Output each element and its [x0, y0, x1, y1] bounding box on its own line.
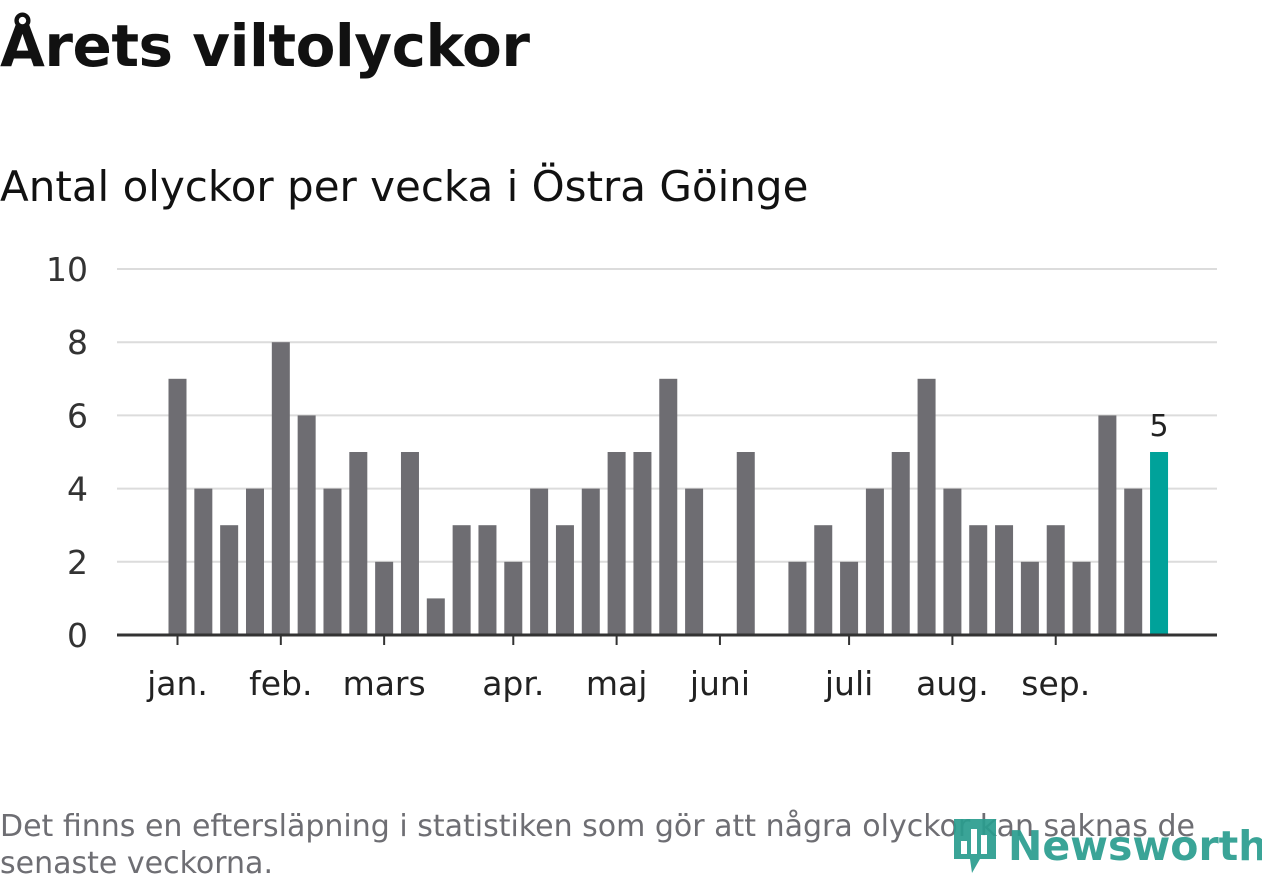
bar	[220, 525, 239, 635]
bar	[891, 452, 910, 635]
y-tick-label: 8	[67, 323, 88, 362]
bar	[736, 452, 755, 635]
chart-title: Årets viltolyckor	[0, 12, 530, 80]
bar	[788, 561, 807, 635]
y-tick-label: 4	[67, 470, 88, 509]
bar	[995, 525, 1014, 635]
bar	[1020, 561, 1039, 635]
bar	[1046, 525, 1065, 635]
highlight-bar	[1150, 452, 1169, 635]
bar	[478, 525, 497, 635]
bar	[865, 488, 884, 635]
bar	[917, 378, 936, 635]
bar	[633, 452, 652, 635]
bar	[194, 488, 213, 635]
bar	[530, 488, 549, 635]
bar	[607, 452, 626, 635]
x-tick-label: aug.	[916, 664, 989, 703]
x-tick-label: sep.	[1021, 664, 1090, 703]
y-tick-label: 0	[67, 616, 88, 655]
x-tick-label: juli	[824, 664, 873, 703]
data-label: 5	[1149, 409, 1168, 444]
bar	[349, 452, 368, 635]
bar	[814, 525, 833, 635]
bar	[323, 488, 342, 635]
x-tick-label: mars	[343, 664, 426, 703]
bar	[271, 342, 290, 635]
bar	[1098, 415, 1117, 635]
x-tick-label: juni	[689, 664, 750, 703]
chart-subtitle: Antal olyckor per vecka i Östra Göinge	[0, 162, 809, 211]
bar	[685, 488, 704, 635]
x-tick-label: maj	[586, 664, 648, 703]
y-tick-label: 6	[67, 396, 88, 435]
logo-text: Newsworthy	[1008, 822, 1262, 870]
bar-chart-speech-bubble-icon	[954, 819, 996, 873]
x-tick-label: feb.	[249, 664, 312, 703]
bar	[375, 561, 394, 635]
bar	[297, 415, 316, 635]
bar	[555, 525, 574, 635]
bar	[1124, 488, 1143, 635]
x-tick-label: jan.	[146, 664, 208, 703]
bar	[504, 561, 523, 635]
bar	[659, 378, 678, 635]
bar	[400, 452, 419, 635]
bar	[245, 488, 264, 635]
bar	[943, 488, 962, 635]
newsworthy-logo: Newsworthy	[950, 815, 1262, 877]
bar	[452, 525, 471, 635]
bar	[1072, 561, 1091, 635]
bar	[581, 488, 600, 635]
bar	[840, 561, 859, 635]
y-tick-label: 2	[67, 543, 88, 582]
bar	[168, 378, 187, 635]
y-tick-label: 10	[46, 250, 88, 289]
bar	[426, 598, 445, 635]
bar	[969, 525, 988, 635]
x-tick-label: apr.	[482, 664, 544, 703]
